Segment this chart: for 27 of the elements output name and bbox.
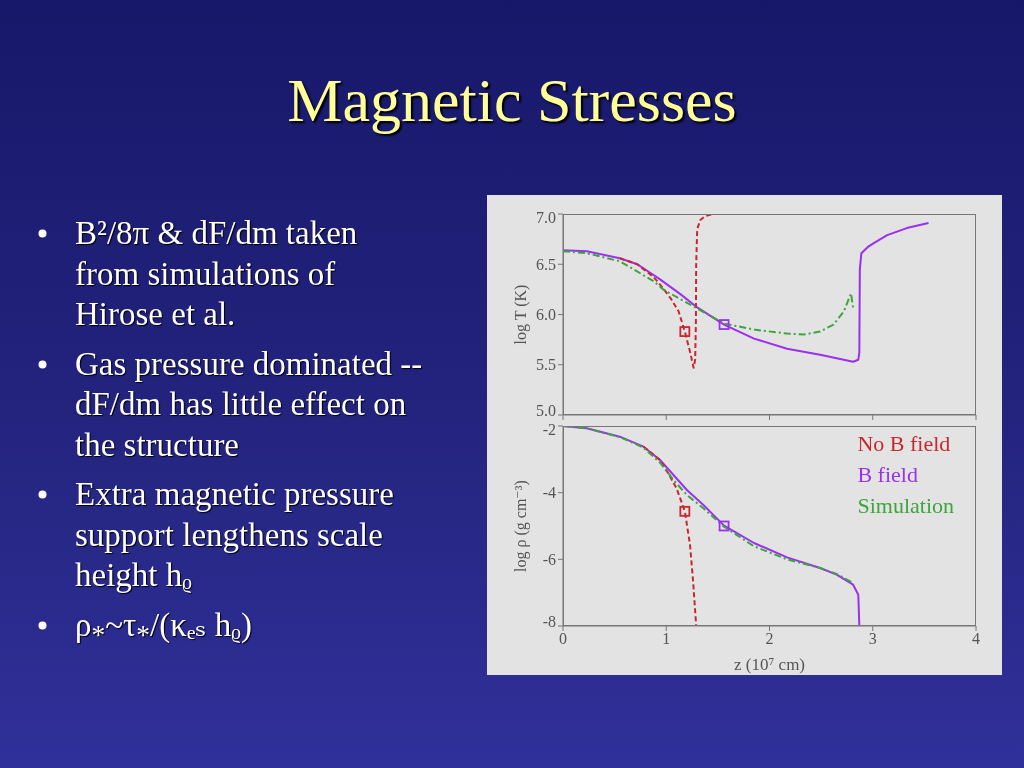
x-tick-label: 4 (972, 630, 980, 648)
y-tick-label: 5.0 (536, 401, 556, 419)
text: B field (857, 461, 919, 489)
line-series (618, 214, 714, 369)
y-tick-label: 6.0 (536, 306, 556, 324)
line-series (563, 222, 930, 363)
text: ρ$_{*}$~τ$_{*}$/(κₑₛ hᵨ) (75, 605, 253, 652)
text: Gas pressure dominated -- dF/dm has little effect on the structure (75, 344, 424, 465)
y-axis-title: log ρ (g cm⁻³) (511, 480, 530, 572)
x-tick-label: 2 (765, 630, 774, 648)
text: B²/8π & dF/dm taken from simulations of Hirose et al. (75, 214, 359, 334)
y-tick-label: 6.5 (536, 255, 556, 273)
y-tick-label: -8 (542, 612, 556, 630)
y-tick-label: -2 (542, 420, 556, 438)
x-axis-title: z (10⁷ cm) (733, 655, 806, 674)
chart-title: Magnetic Stresses (286, 65, 738, 136)
x-tick-label: 1 (662, 630, 671, 648)
y-tick-label: -6 (542, 550, 556, 568)
y-tick-label: -4 (542, 484, 556, 502)
y-axis-title: log T (K) (511, 284, 530, 345)
text: Simulation (857, 492, 954, 520)
line-series (563, 250, 855, 336)
y-tick-label: 5.5 (536, 356, 556, 374)
x-tick-label: 0 (559, 630, 567, 648)
text: No B field (857, 430, 952, 458)
x-tick-label: 3 (868, 630, 877, 648)
y-tick-label: 7.0 (536, 208, 556, 226)
